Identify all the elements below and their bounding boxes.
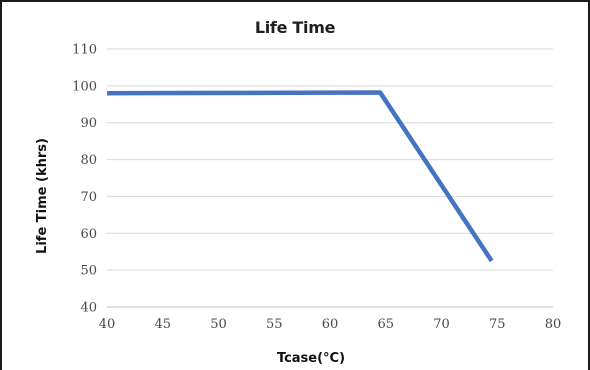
- x-tick-label: 80: [545, 317, 562, 332]
- x-tick-label: 70: [433, 317, 450, 332]
- series-lines: [106, 90, 494, 263]
- x-tick-label: 65: [377, 317, 394, 332]
- y-tick-label: 110: [72, 43, 97, 58]
- x-tick-label: 40: [99, 317, 116, 332]
- x-tick-label: 55: [266, 317, 283, 332]
- y-tick-label: 50: [80, 264, 97, 279]
- y-axis-label: Life Time (khrs): [35, 138, 50, 254]
- x-axis-label: Tcase(°C): [277, 351, 345, 366]
- x-tick-label: 60: [322, 317, 339, 332]
- y-tick-label: 40: [80, 301, 97, 316]
- y-tick-label: 60: [80, 227, 97, 242]
- y-tick-label: 90: [80, 116, 97, 131]
- x-tick-label: 45: [154, 317, 171, 332]
- y-tick-label: 80: [80, 153, 97, 168]
- gridlines: [107, 48, 553, 308]
- x-tick-labels: 40 45 50 55 60 65 70 75 80: [99, 317, 562, 332]
- x-tick-label: 50: [210, 317, 227, 332]
- y-tick-label: 100: [72, 79, 97, 94]
- series-line-0: [106, 90, 494, 263]
- chart-title: Life Time: [254, 18, 336, 37]
- y-tick-labels: 40 50 60 70 80 90 100 110: [72, 43, 97, 316]
- x-tick-label: 75: [489, 317, 506, 332]
- y-tick-label: 70: [80, 190, 97, 205]
